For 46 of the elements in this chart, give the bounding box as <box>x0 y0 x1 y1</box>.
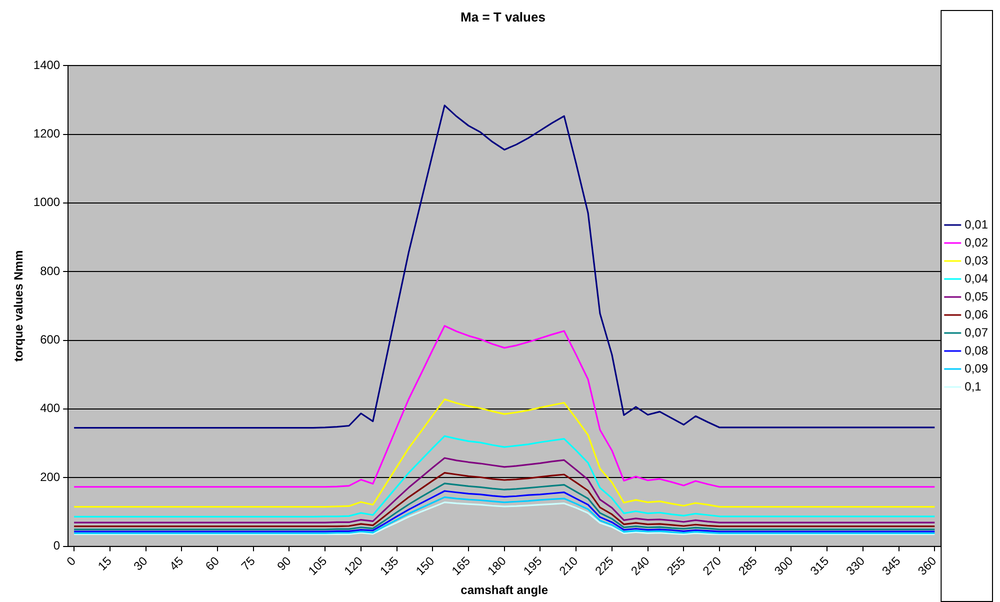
x-tick-label: 255 <box>664 554 688 578</box>
y-tick-label: 0 <box>53 538 60 553</box>
x-tick-label: 270 <box>700 554 724 578</box>
x-tick-label: 240 <box>628 554 652 578</box>
x-tick-label: 45 <box>166 554 186 574</box>
y-tick-label: 400 <box>40 401 60 416</box>
y-tick-label: 1200 <box>33 126 60 141</box>
x-tick-label: 105 <box>305 554 330 578</box>
legend-label: 0,01 <box>964 217 988 232</box>
x-tick-label: 75 <box>238 554 258 574</box>
legend-label: 0,06 <box>964 307 988 322</box>
legend-label: 0,1 <box>964 379 982 394</box>
x-tick-label: 60 <box>202 554 222 574</box>
x-tick-label: 90 <box>274 554 294 574</box>
y-axis-title: torque values Nmm <box>12 250 26 362</box>
chart-title: Ma = T values <box>460 9 546 24</box>
legend-label: 0,05 <box>964 289 988 304</box>
legend-label: 0,08 <box>964 343 988 358</box>
y-tick-label: 1000 <box>33 195 60 210</box>
x-tick-label: 150 <box>413 554 438 578</box>
y-tick-label: 600 <box>40 332 60 347</box>
x-tick-label: 300 <box>772 554 796 578</box>
x-tick-label: 30 <box>130 554 150 574</box>
x-tick-label: 360 <box>915 554 940 578</box>
x-tick-label: 285 <box>736 554 760 578</box>
x-tick-label: 0 <box>64 554 79 569</box>
x-tick-label: 180 <box>484 554 510 578</box>
x-tick-label: 195 <box>520 554 545 578</box>
y-tick-label: 200 <box>40 470 60 484</box>
legend-label: 0,03 <box>964 253 988 268</box>
x-tick-label: 330 <box>843 554 868 578</box>
legend-label: 0,07 <box>964 325 988 340</box>
legend-label: 0,04 <box>964 271 988 286</box>
x-tick-label: 315 <box>807 554 832 578</box>
y-tick-label: 800 <box>40 264 60 278</box>
x-axis-title: camshaft angle <box>460 583 548 598</box>
x-tick-label: 165 <box>448 554 474 578</box>
x-tick-label: 210 <box>556 554 581 578</box>
x-tick-label: 15 <box>95 554 115 574</box>
legend-label: 0,02 <box>964 235 988 250</box>
y-tick-label: 1400 <box>33 58 60 72</box>
x-tick-label: 225 <box>592 554 617 578</box>
x-tick-label: 135 <box>377 554 402 578</box>
legend-label: 0,09 <box>964 361 988 376</box>
x-tick-label: 345 <box>879 554 904 578</box>
x-tick-label: 120 <box>341 554 366 578</box>
